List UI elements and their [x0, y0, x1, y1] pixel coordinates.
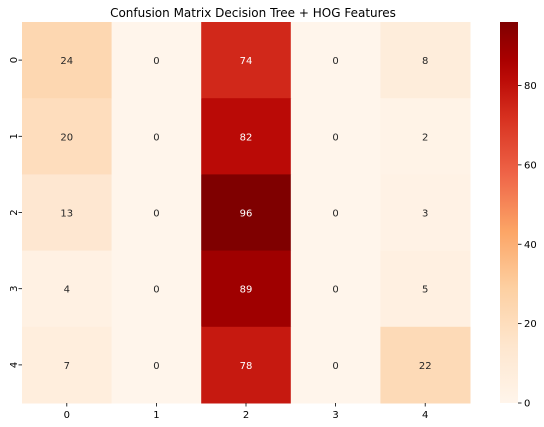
heatmap-cell	[22, 174, 113, 252]
cell-value-label: 24	[60, 56, 73, 67]
cell-value-label: 0	[153, 56, 159, 67]
y-tick-label: 2	[9, 209, 20, 215]
colorbar-tick-label: 0	[524, 399, 530, 410]
chart-title: Confusion Matrix Decision Tree + HOG Fea…	[110, 6, 396, 20]
cell-value-label: 0	[153, 132, 159, 143]
cell-value-label: 5	[422, 285, 428, 296]
colorbar-tick-label: 60	[524, 160, 537, 171]
cell-value-label: 0	[332, 132, 338, 143]
cell-value-label: 0	[332, 209, 338, 220]
cell-value-label: 0	[153, 361, 159, 372]
colorbar-tick-label: 20	[524, 319, 537, 330]
y-tick-label: 4	[9, 362, 20, 368]
heatmap-cell	[380, 250, 471, 328]
cell-value-label: 7	[64, 361, 70, 372]
cell-value-label: 78	[240, 361, 253, 372]
heatmap-cell	[22, 98, 113, 175]
heatmap-cell	[111, 326, 202, 404]
cell-value-label: 2	[422, 132, 428, 143]
colorbar-axis: 0 20 40 60 80	[518, 81, 537, 410]
x-axis: 0 1 2 3 4	[64, 403, 428, 421]
heatmap-cell	[22, 326, 113, 404]
heatmap-cell	[111, 22, 202, 99]
cell-value-label: 0	[332, 285, 338, 296]
heatmap-cell	[290, 174, 381, 252]
heatmap-cell	[22, 22, 113, 99]
x-tick-label: 0	[64, 410, 70, 421]
heatmap-cell	[201, 98, 292, 175]
heatmap-cell	[290, 98, 381, 175]
y-axis: 0 1 2 3 4	[9, 57, 22, 368]
heatmap-cell	[111, 98, 202, 175]
x-tick-label: 3	[332, 410, 338, 421]
cell-value-label: 13	[60, 209, 73, 220]
y-tick-label: 0	[9, 57, 20, 63]
heatmap-cell	[380, 22, 471, 99]
colorbar	[500, 22, 518, 403]
x-tick-label: 1	[153, 410, 159, 421]
heatmap-cell	[201, 174, 292, 252]
cell-value-label: 89	[240, 285, 253, 296]
cell-value-label: 0	[153, 285, 159, 296]
y-tick-label: 1	[9, 133, 20, 139]
heatmap-cell	[111, 250, 202, 328]
heatmap-cell	[380, 98, 471, 175]
heatmap-cell	[111, 174, 202, 252]
y-tick-label: 3	[9, 286, 20, 292]
heatmap-cell	[290, 326, 381, 404]
x-tick-label: 2	[243, 410, 249, 421]
x-tick-label: 4	[422, 410, 428, 421]
heatmap-cell	[201, 250, 292, 328]
colorbar-tick-label: 40	[524, 240, 537, 251]
cell-value-label: 0	[332, 56, 338, 67]
heatmap-cell	[201, 22, 292, 99]
colorbar-tick-label: 80	[524, 81, 537, 92]
cell-value-label: 82	[240, 132, 253, 143]
cell-value-label: 74	[240, 56, 253, 67]
cell-value-label: 0	[332, 361, 338, 372]
heatmap-cell	[22, 250, 113, 328]
heatmap-cells: 24 0 74 0 820 0 82 0 213 0 96 0 34 0 89 0 57 0 78 0 22	[22, 22, 471, 404]
cell-value-label: 20	[60, 132, 73, 143]
heatmap-cell	[201, 326, 292, 404]
cell-value-label: 0	[153, 209, 159, 220]
heatmap-cell	[380, 326, 471, 404]
cell-value-label: 8	[422, 56, 428, 67]
cell-value-label: 96	[240, 209, 253, 220]
heatmap-cell	[290, 22, 381, 99]
cell-value-label: 22	[419, 361, 432, 372]
cell-value-label: 4	[64, 285, 70, 296]
cell-value-label: 3	[422, 209, 428, 220]
heatmap-cell	[380, 174, 471, 252]
heatmap-cell	[290, 250, 381, 328]
